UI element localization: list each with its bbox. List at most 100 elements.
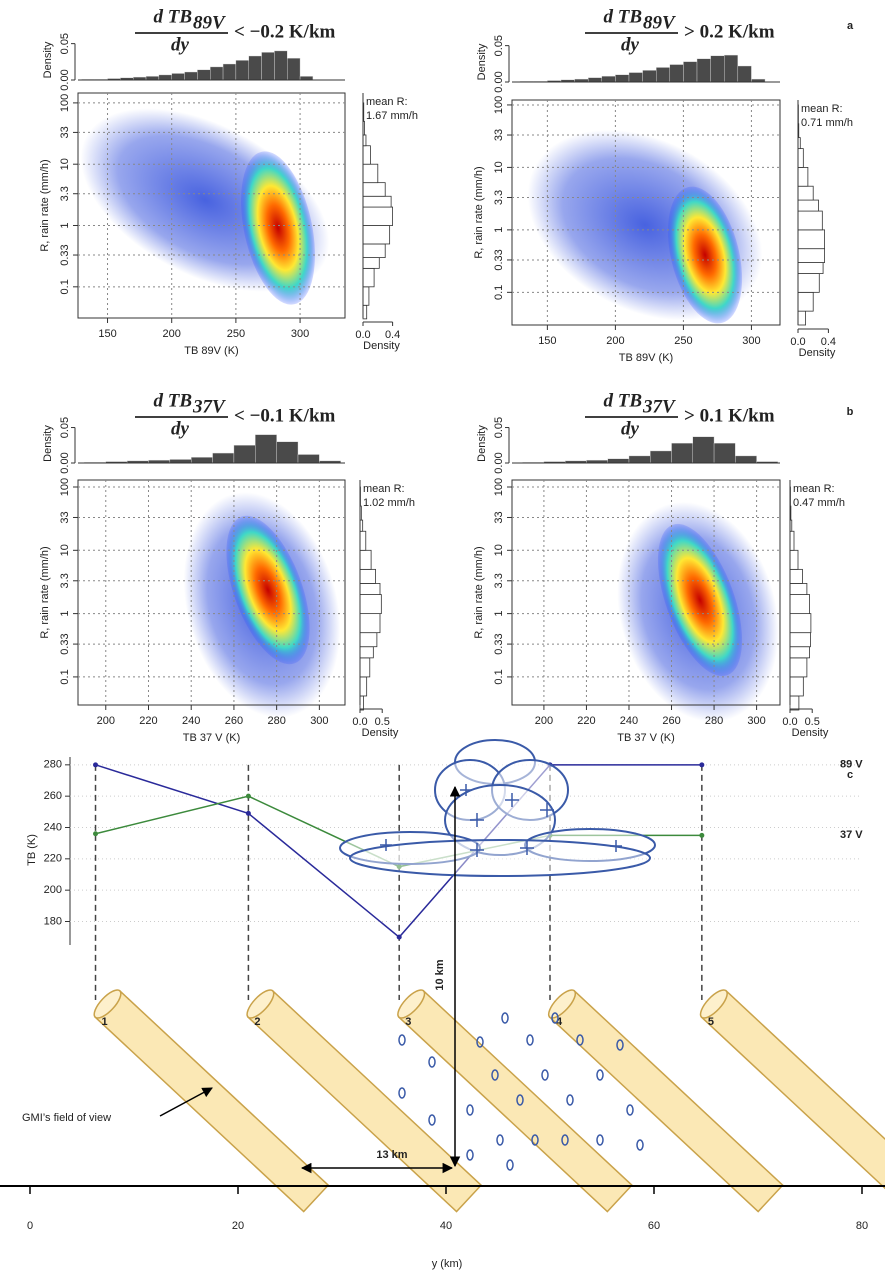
tube-cap (397, 989, 426, 1019)
density-bar (222, 63, 237, 81)
density-bar (362, 206, 394, 226)
density-bar (650, 450, 672, 464)
point (699, 762, 705, 768)
density-bar (171, 73, 185, 81)
density-bar (607, 458, 630, 464)
hist-tick-label: 0.00 (493, 71, 505, 92)
density-bar (362, 304, 368, 320)
tube-cap (699, 989, 728, 1019)
density-bar (797, 185, 814, 201)
y-tick-label: 3.3 (493, 190, 505, 205)
density-bar (359, 695, 364, 711)
x-tick-label: 80 (856, 1220, 868, 1232)
density-bar (669, 64, 684, 83)
y-tick-label: 100 (59, 94, 71, 112)
y-tick-label: 0.33 (59, 244, 71, 265)
hist-tick-label: 0.5 (805, 716, 820, 728)
title-numerator: d TB (153, 6, 192, 27)
title-condition: > 0.2 K/km (684, 21, 775, 42)
x-tick-label: 260 (225, 715, 243, 727)
y-tick-label: 33 (493, 129, 505, 141)
x-tick-label: 280 (705, 715, 723, 727)
beam-label: 1 (102, 1016, 108, 1028)
hist-axis-label: Density (363, 340, 400, 352)
y-tick-label: 3.3 (59, 573, 71, 588)
density-bar (656, 67, 671, 83)
title-subscript: 37V (192, 396, 226, 417)
density-bar (789, 646, 810, 659)
y-axis-label: R, rain rate (mm/h) (39, 546, 51, 638)
density-bar (696, 58, 711, 83)
x-tick-label: 300 (310, 715, 328, 727)
density-bar (299, 76, 314, 81)
annotation: mean R: (793, 483, 835, 495)
density-cloud (80, 108, 330, 292)
beam-label: 5 (708, 1016, 714, 1028)
y-tick-label: 33 (59, 126, 71, 138)
beam-label: 3 (405, 1016, 411, 1028)
density-bar (362, 195, 392, 208)
density-bar (276, 441, 299, 464)
x-tick-label: 300 (747, 715, 765, 727)
density-bar (724, 54, 739, 83)
y-tick-label: 200 (44, 884, 62, 896)
density-bar (158, 74, 172, 81)
density-bar (683, 61, 698, 83)
y-tick-label: 0.1 (493, 669, 505, 684)
density-bar (797, 291, 814, 312)
density-bar (737, 65, 752, 83)
point (245, 810, 251, 816)
x-tick-label: 220 (139, 715, 157, 727)
density-bar (587, 77, 602, 83)
density-bar (789, 594, 810, 615)
density-bar (628, 72, 643, 83)
y-tick-label: 180 (44, 915, 62, 927)
title-numerator: d TB (153, 390, 192, 411)
title-subscript: 37V (642, 396, 676, 417)
cloud-layer (339, 831, 481, 865)
annotation: GMI’s field of view (22, 1112, 111, 1124)
x-tick-label: 240 (620, 715, 638, 727)
hist-tick-label: 0.05 (493, 35, 505, 56)
y-tick-label: 10 (493, 161, 505, 173)
x-tick-label: 0 (27, 1220, 33, 1232)
hist-axis-label: Density (476, 425, 488, 462)
density-bar (261, 52, 275, 81)
density-bar (184, 71, 198, 81)
hist-tick-label: 0.5 (375, 716, 390, 728)
point (93, 762, 99, 768)
density-bar (362, 225, 391, 245)
density-bar (359, 657, 371, 678)
density-bar (789, 568, 803, 584)
density-bar (362, 163, 379, 184)
fov-arrow (159, 1087, 213, 1117)
density-bar (789, 549, 799, 570)
cloud-diagram (159, 739, 656, 1174)
y-axis-label: R, rain rate (mm/h) (473, 546, 485, 638)
y-tick-label: 33 (59, 511, 71, 523)
fov-tube (93, 989, 330, 1213)
cloud-layer (349, 839, 651, 877)
density-bar (169, 459, 192, 464)
x-tick-label: 260 (662, 715, 680, 727)
density-bar (359, 676, 368, 697)
title-subscript: 89V (643, 12, 676, 33)
density-bar (297, 454, 320, 464)
density-bar (735, 455, 757, 464)
point (245, 793, 251, 799)
y-tick-label: 260 (44, 790, 62, 802)
density-bar (362, 267, 375, 288)
density-bar (789, 657, 808, 678)
x-axis-label: TB 89V (K) (184, 345, 238, 357)
x-tick-label: 280 (267, 715, 285, 727)
title-numerator: d TB (603, 390, 642, 411)
y-tick-label: 100 (493, 96, 505, 114)
x-axis-label: y (km) (432, 1258, 463, 1270)
y-tick-label: 33 (493, 511, 505, 523)
y-tick-label: 1 (59, 611, 71, 617)
x-tick-label: 250 (227, 328, 245, 340)
density-bar (255, 434, 277, 464)
density-bar (713, 442, 736, 464)
annotation: 13 km (376, 1149, 407, 1161)
